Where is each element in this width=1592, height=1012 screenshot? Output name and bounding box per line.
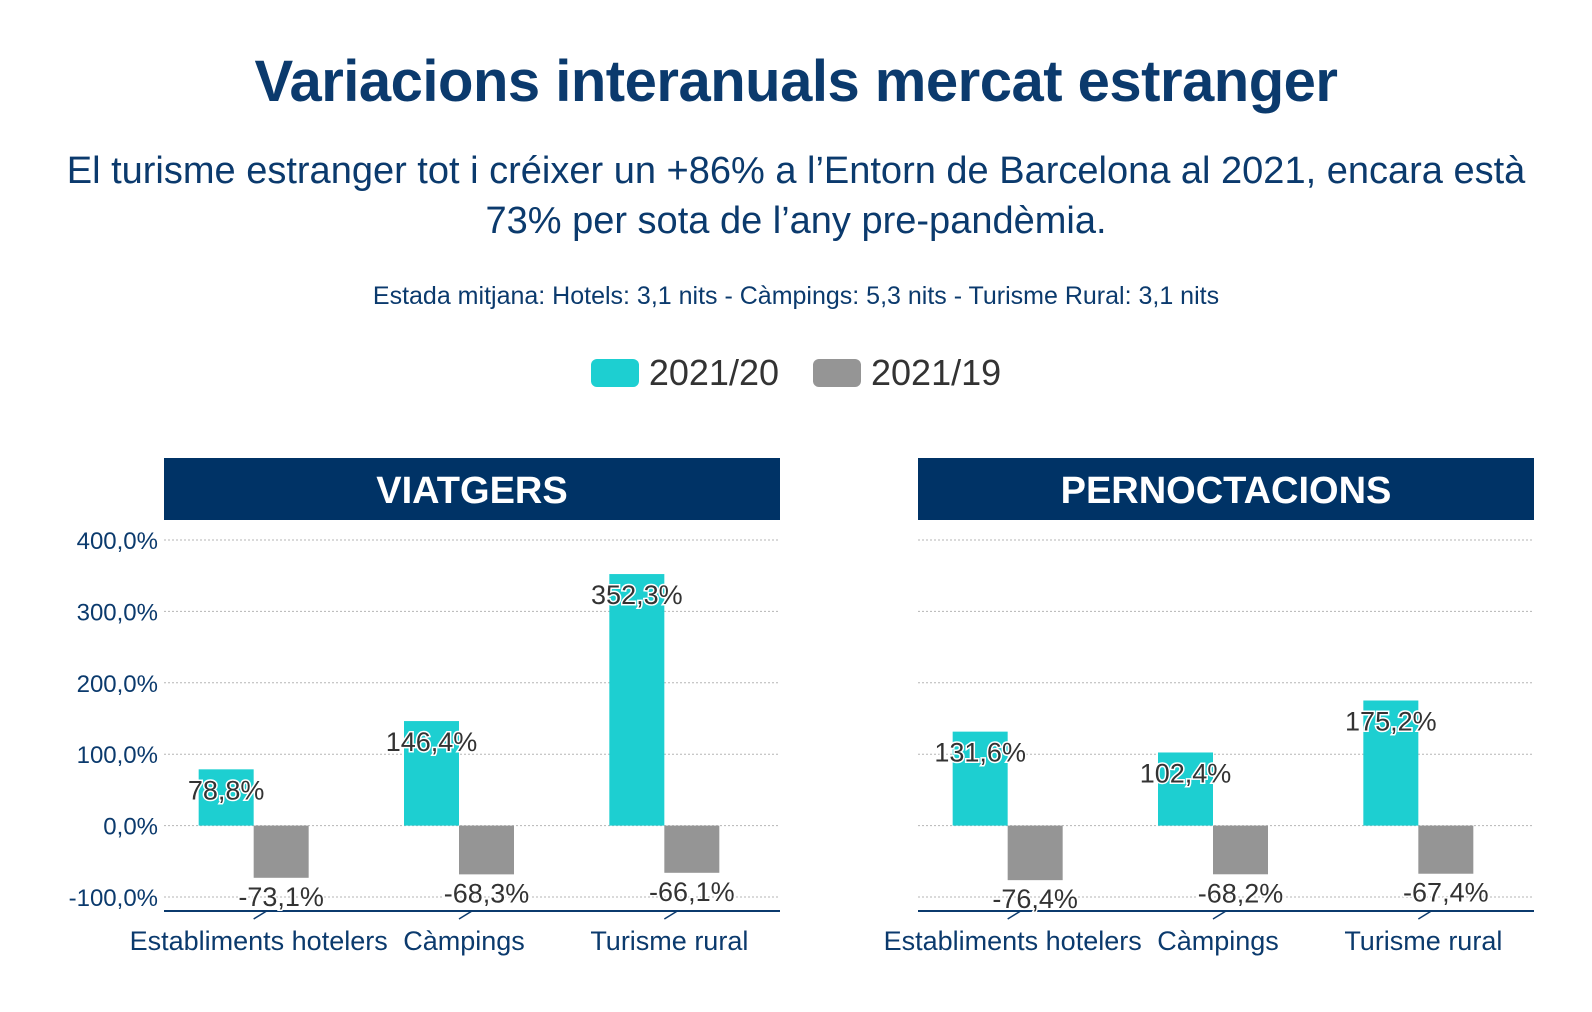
data-label: -66,1% bbox=[649, 877, 735, 907]
chart-panel-1: VIATGERS 400,0% 300,0% 200,0% 100,0% 0,0% -100… bbox=[69, 458, 780, 956]
x-category-label: Establiments hotelers bbox=[130, 926, 388, 956]
bar-2021-19 bbox=[1213, 825, 1268, 875]
data-label: 146,4% bbox=[386, 727, 478, 757]
panel-title: PERNOCTACIONS bbox=[1061, 470, 1392, 512]
data-label: -68,3% bbox=[444, 878, 530, 908]
bar-2021-20 bbox=[1158, 752, 1213, 826]
bar-2021-19 bbox=[1007, 825, 1063, 881]
x-tick bbox=[663, 910, 678, 920]
bar-2021-20 bbox=[198, 769, 254, 826]
legend-label-2021-20: 2021/20 bbox=[648, 352, 779, 393]
bar-2021-19 bbox=[459, 825, 514, 875]
chart-title: Variacions interanuals mercat estranger bbox=[254, 49, 1338, 114]
bar-2021-20 bbox=[609, 574, 665, 826]
panel-title: VIATGERS bbox=[376, 470, 567, 512]
bar-2021-20 bbox=[1363, 700, 1419, 826]
x-tick bbox=[253, 910, 268, 920]
bar-2021-20 bbox=[404, 721, 459, 826]
chart-panel-2: PERNOCTACIONS Establiments hotelers 131,6%… bbox=[884, 458, 1534, 956]
bar-2021-19 bbox=[253, 825, 309, 878]
x-category-label: Càmpings bbox=[1157, 926, 1279, 956]
y-tick-label: 300,0% bbox=[77, 599, 158, 626]
data-label: 352,3% bbox=[591, 580, 683, 610]
x-tick bbox=[1007, 910, 1022, 920]
bar-2021-19 bbox=[1418, 825, 1474, 874]
bar-2021-19 bbox=[664, 825, 720, 873]
y-tick-label: 100,0% bbox=[77, 742, 158, 769]
chart-subtitle: El turisme estranger tot i créixer un +8… bbox=[66, 150, 1526, 242]
panel-header-bg bbox=[164, 458, 780, 520]
legend: 2021/20 2021/19 bbox=[0, 352, 1592, 394]
data-label: -73,1% bbox=[238, 882, 324, 912]
data-label: -67,4% bbox=[1403, 878, 1489, 908]
x-tick bbox=[458, 910, 473, 920]
y-tick-label: 0,0% bbox=[103, 814, 158, 841]
legend-item-2021-20: 2021/20 bbox=[590, 352, 779, 394]
data-label: -76,4% bbox=[992, 884, 1078, 914]
x-category-label: Turisme rural bbox=[1344, 926, 1502, 956]
bar-2021-20 bbox=[952, 731, 1008, 826]
legend-swatch-2021-19 bbox=[813, 359, 861, 387]
y-tick-label: -100,0% bbox=[69, 885, 158, 912]
legend-swatch-2021-20 bbox=[590, 359, 639, 387]
x-category-label: Establiments hotelers bbox=[884, 926, 1142, 956]
average-stay-note: Estada mitjana: Hotels: 3,1 nits - Càmpi… bbox=[372, 282, 1220, 310]
x-category-label: Turisme rural bbox=[590, 926, 748, 956]
x-tick bbox=[1417, 910, 1432, 920]
legend-label-2021-19: 2021/19 bbox=[871, 352, 1002, 393]
y-tick-label: 400,0% bbox=[77, 528, 158, 555]
y-tick-label: 200,0% bbox=[77, 671, 158, 698]
panel-header-bg bbox=[918, 458, 1534, 520]
data-label: 131,6% bbox=[934, 738, 1026, 768]
x-tick bbox=[1212, 910, 1227, 920]
data-label: 175,2% bbox=[1345, 707, 1437, 737]
legend-item-2021-19: 2021/19 bbox=[813, 352, 1001, 394]
data-label: -68,2% bbox=[1198, 878, 1284, 908]
data-label: 78,8% bbox=[188, 775, 265, 805]
x-category-label: Càmpings bbox=[403, 926, 525, 956]
data-label: 102,4% bbox=[1140, 758, 1232, 788]
